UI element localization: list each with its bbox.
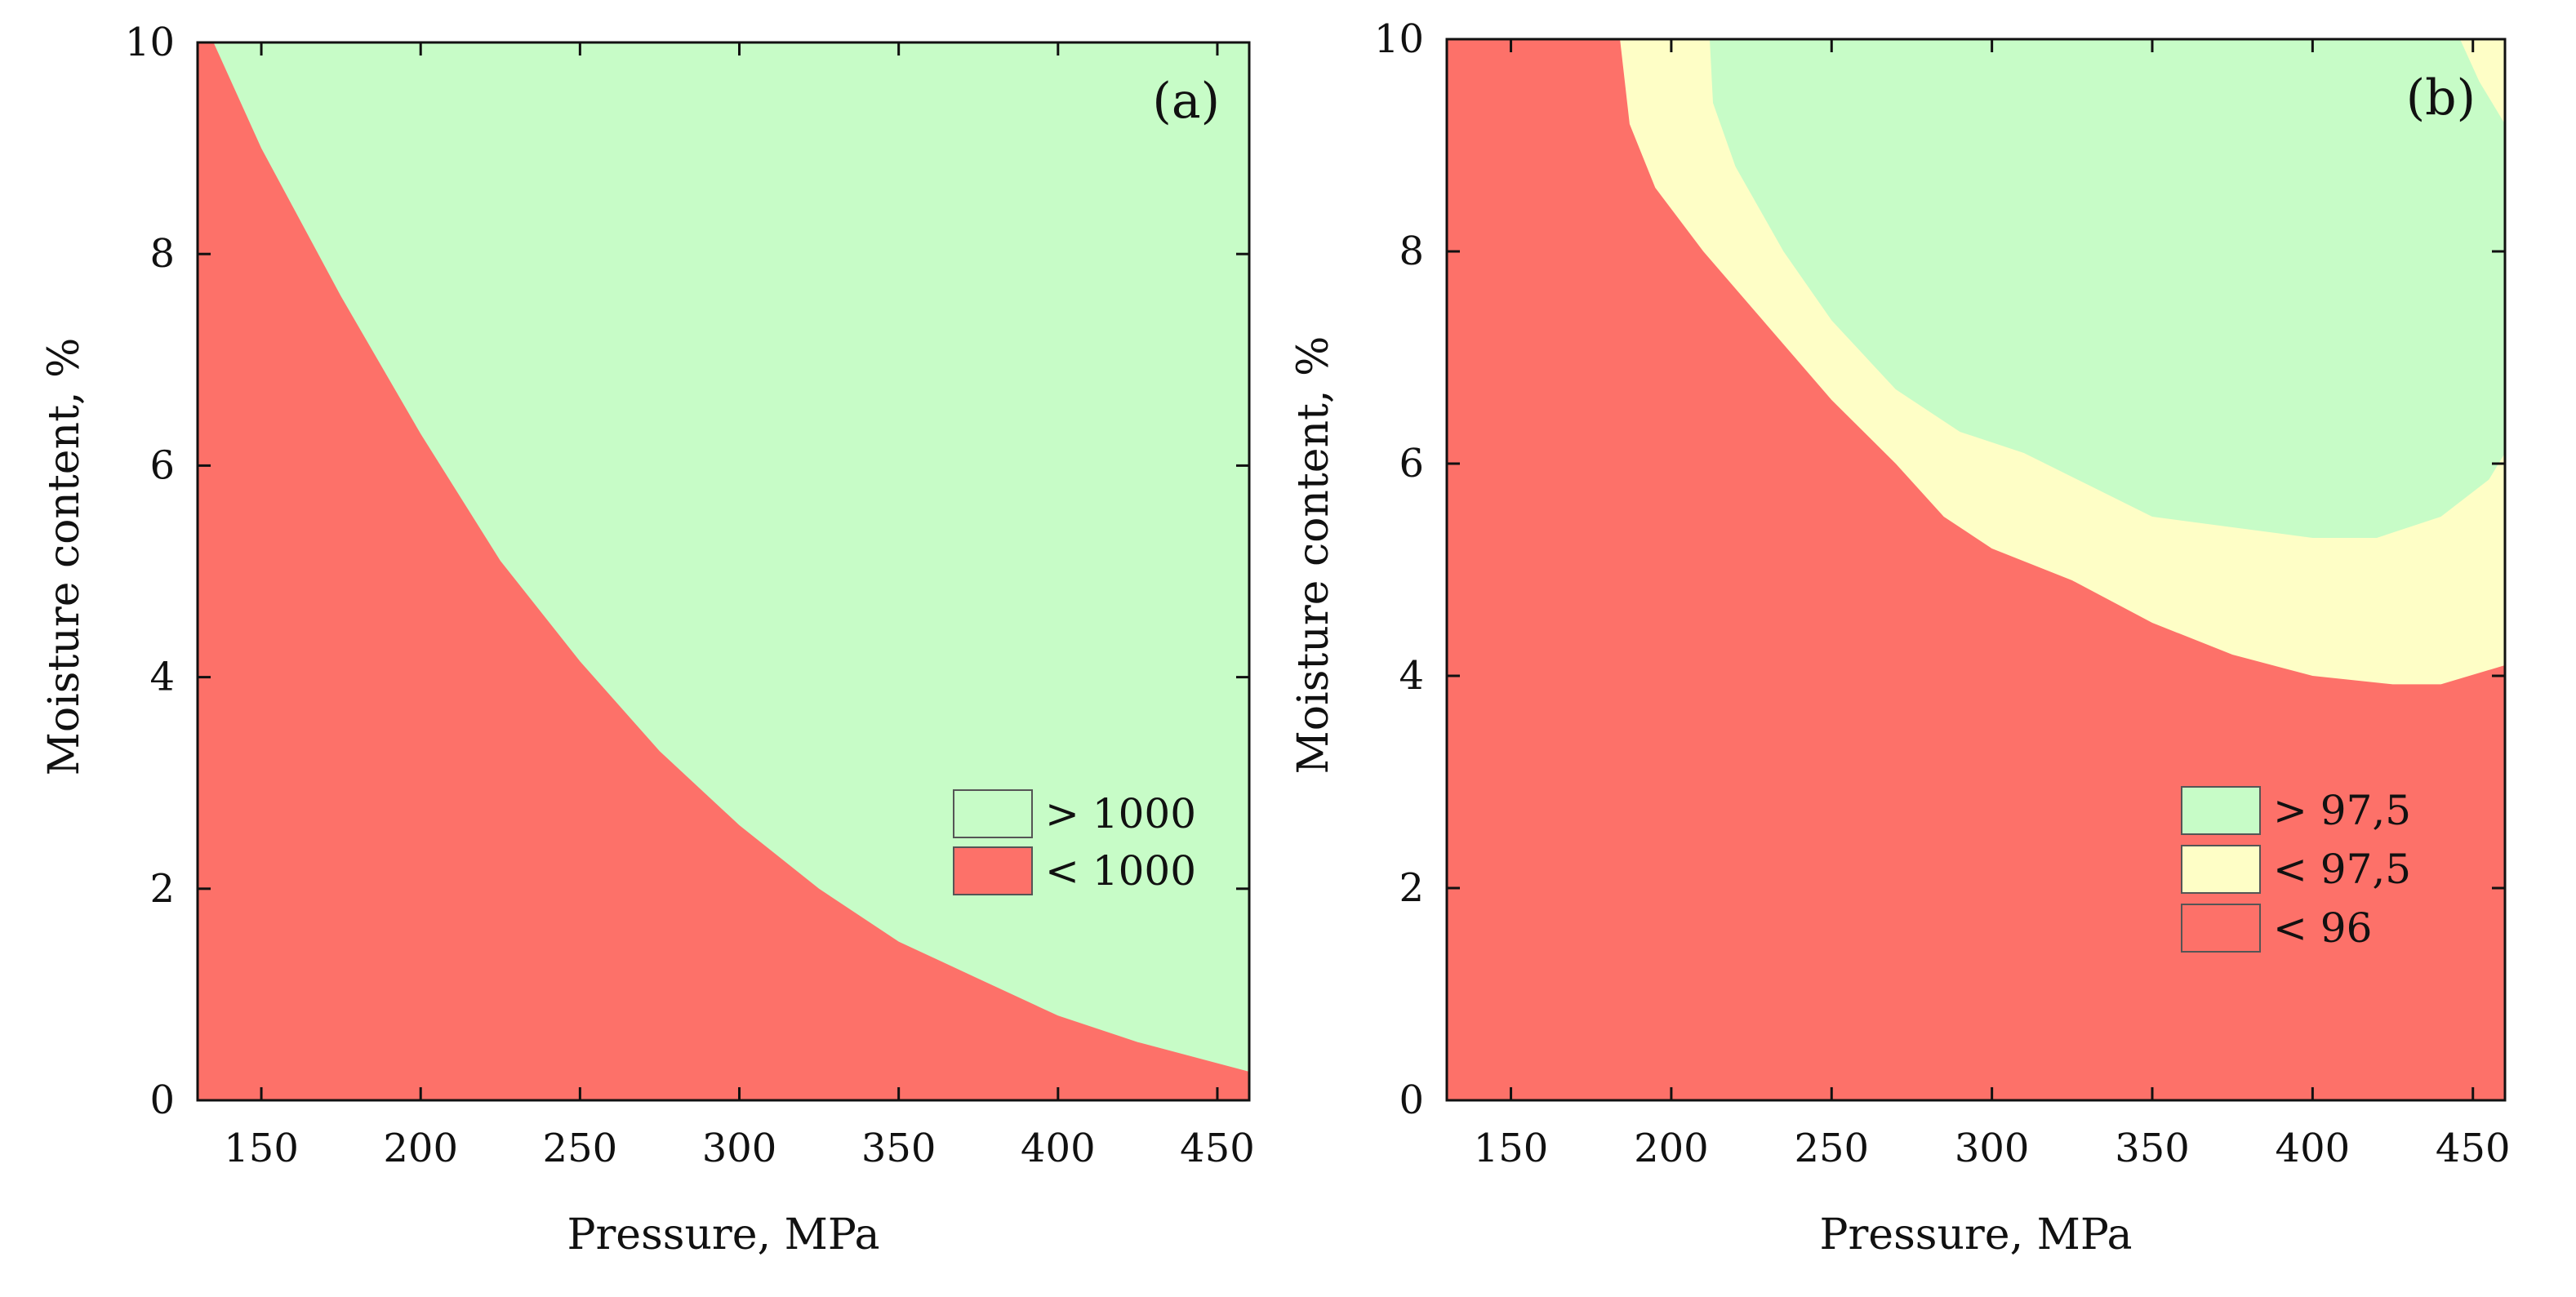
contour-region	[1710, 39, 2505, 538]
contour-region	[198, 42, 1249, 1100]
legend-label: > 97,5	[2273, 787, 2411, 834]
x-tick-label: 150	[1474, 1126, 1549, 1171]
y-tick-label: 2	[149, 866, 175, 912]
x-tick-label: 300	[1955, 1126, 2030, 1171]
y-axis-title: Moisture content, %	[40, 338, 89, 776]
legend-swatch	[2181, 845, 2261, 894]
x-tick-label: 150	[224, 1126, 299, 1171]
y-tick-label: 8	[149, 231, 175, 277]
y-tick-label: 4	[149, 655, 175, 700]
y-tick-label: 6	[149, 442, 175, 488]
axis-ticks: 150 200 250 300 350 400 450 0 2 4 6 8 10	[1374, 16, 2511, 1171]
legend-label: < 1000	[1045, 847, 1196, 895]
contour-regions	[1447, 39, 2505, 1100]
chart-panel-b: 150 200 250 300 350 400 450 0 2 4 6 8 10 > 97,5 < 97,…	[1289, 16, 2511, 1259]
y-tick-label: 4	[1399, 653, 1424, 699]
legend-label: < 97,5	[2273, 846, 2411, 893]
y-tick-label: 8	[1399, 229, 1424, 274]
y-axis-title: Moisture content, %	[1289, 336, 1338, 775]
x-tick-label: 200	[383, 1126, 458, 1171]
y-tick-label: 0	[1399, 1077, 1424, 1123]
legend-swatch	[953, 846, 1033, 895]
panel-label: (b)	[2406, 69, 2476, 127]
contour-region	[2460, 39, 2505, 124]
y-tick-label: 10	[1374, 16, 1424, 62]
chart-panel-a: 150 200 250 300 350 400 450 0 2 4 6 8 10 > 1000 < 100…	[40, 20, 1255, 1259]
plot-frame	[1445, 38, 2507, 1102]
legend-swatch	[953, 789, 1033, 838]
x-tick-label: 450	[1180, 1126, 1255, 1171]
x-axis-title: Pressure, MPa	[567, 1210, 879, 1259]
x-tick-label: 450	[2436, 1126, 2511, 1171]
legend-label: < 96	[2273, 904, 2372, 952]
legend: > 97,5 < 97,5 < 96	[2181, 786, 2411, 953]
plot-frame	[196, 41, 1251, 1102]
x-tick-label: 350	[861, 1126, 937, 1171]
x-tick-label: 400	[1021, 1126, 1096, 1171]
panel-label: (a)	[1152, 73, 1220, 130]
y-tick-label: 10	[125, 20, 175, 65]
x-tick-label: 200	[1634, 1126, 1709, 1171]
contour-regions	[198, 42, 1249, 1100]
axis-ticks: 150 200 250 300 350 400 450 0 2 4 6 8 10	[125, 20, 1255, 1171]
x-tick-label: 250	[1794, 1126, 1869, 1171]
x-axis-title: Pressure, MPa	[1819, 1210, 2132, 1259]
y-tick-label: 2	[1399, 865, 1424, 911]
legend-swatch	[2181, 786, 2261, 835]
legend-label: > 1000	[1045, 790, 1196, 837]
x-tick-label: 300	[702, 1126, 777, 1171]
y-tick-label: 6	[1399, 441, 1424, 486]
x-tick-label: 350	[2115, 1126, 2190, 1171]
legend: > 1000 < 1000	[953, 789, 1196, 895]
legend-swatch	[2181, 904, 2261, 953]
x-tick-label: 400	[2276, 1126, 2351, 1171]
x-tick-label: 250	[543, 1126, 618, 1171]
y-tick-label: 0	[149, 1077, 175, 1123]
